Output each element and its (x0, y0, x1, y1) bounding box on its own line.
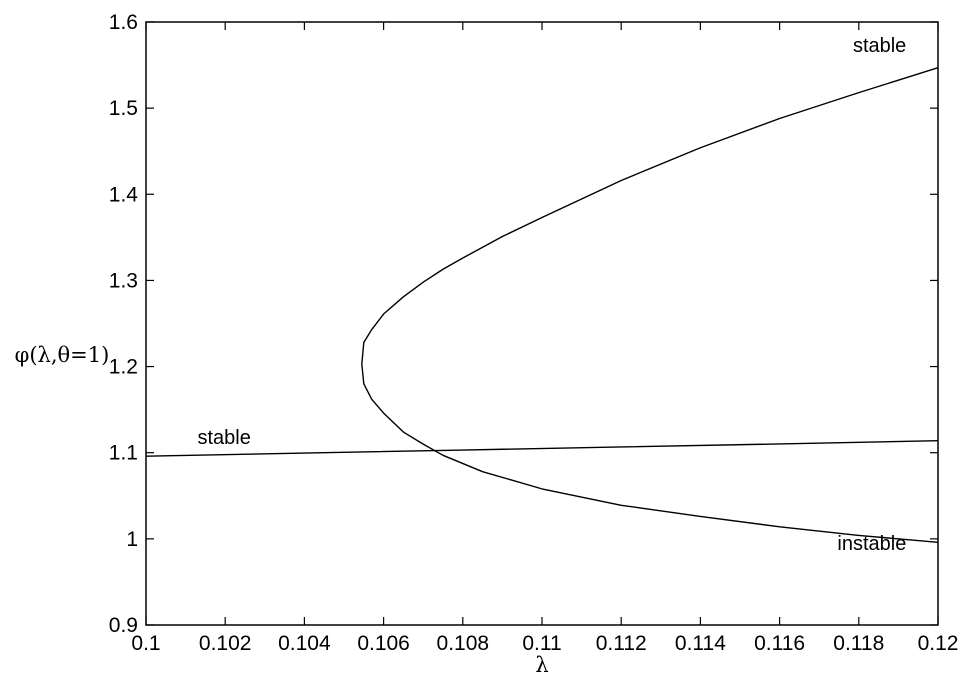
annotation-label: stable (197, 427, 250, 449)
plot-area-frame (145, 21, 939, 626)
x-tick-label: 0.108 (437, 632, 490, 655)
x-axis-label: λ (535, 653, 548, 677)
x-tick-label: 0.104 (278, 632, 331, 655)
x-tick-label: 0.102 (199, 632, 252, 655)
annotations: stable stable instable (197, 35, 906, 555)
y-tick-label: 1.6 (109, 11, 138, 34)
x-tick-label: 0.112 (596, 632, 647, 655)
y-tick-label: 1.2 (109, 356, 138, 379)
x-tick-label: 0.106 (357, 632, 410, 655)
y-axis-label: φ(λ,θ=1) (15, 343, 110, 367)
y-tick-label: 1.1 (109, 442, 138, 465)
annotation-label: stable (853, 35, 906, 57)
x-tick-label: 0.116 (754, 632, 805, 655)
fold-branch-curve (361, 66, 939, 543)
y-tick-label: 1.5 (109, 97, 138, 120)
near-linear-branch-line (145, 439, 939, 457)
series-layer (145, 66, 939, 543)
y-tick-label: 1.4 (109, 183, 139, 206)
x-tick-label: 0.1 (131, 632, 160, 655)
x-tick-labels: 0.1 0.102 0.104 0.106 0.108 0.11 0.112 0.114 0.1… (131, 632, 958, 655)
y-tick-labels: 0.9 1 1.1 1.2 1.3 1.4 1.5 1.6 (109, 11, 139, 637)
y-tick-label: 1 (126, 528, 138, 551)
axis-ticks (145, 21, 939, 626)
y-tick-label: 0.9 (109, 614, 138, 637)
x-tick-label: 0.11 (522, 632, 561, 655)
x-tick-label: 0.118 (833, 632, 884, 655)
x-tick-label: 0.114 (675, 632, 726, 655)
x-tick-label: 0.12 (918, 632, 959, 655)
annotation-label: instable (837, 533, 906, 555)
y-tick-label: 1.3 (109, 269, 138, 292)
